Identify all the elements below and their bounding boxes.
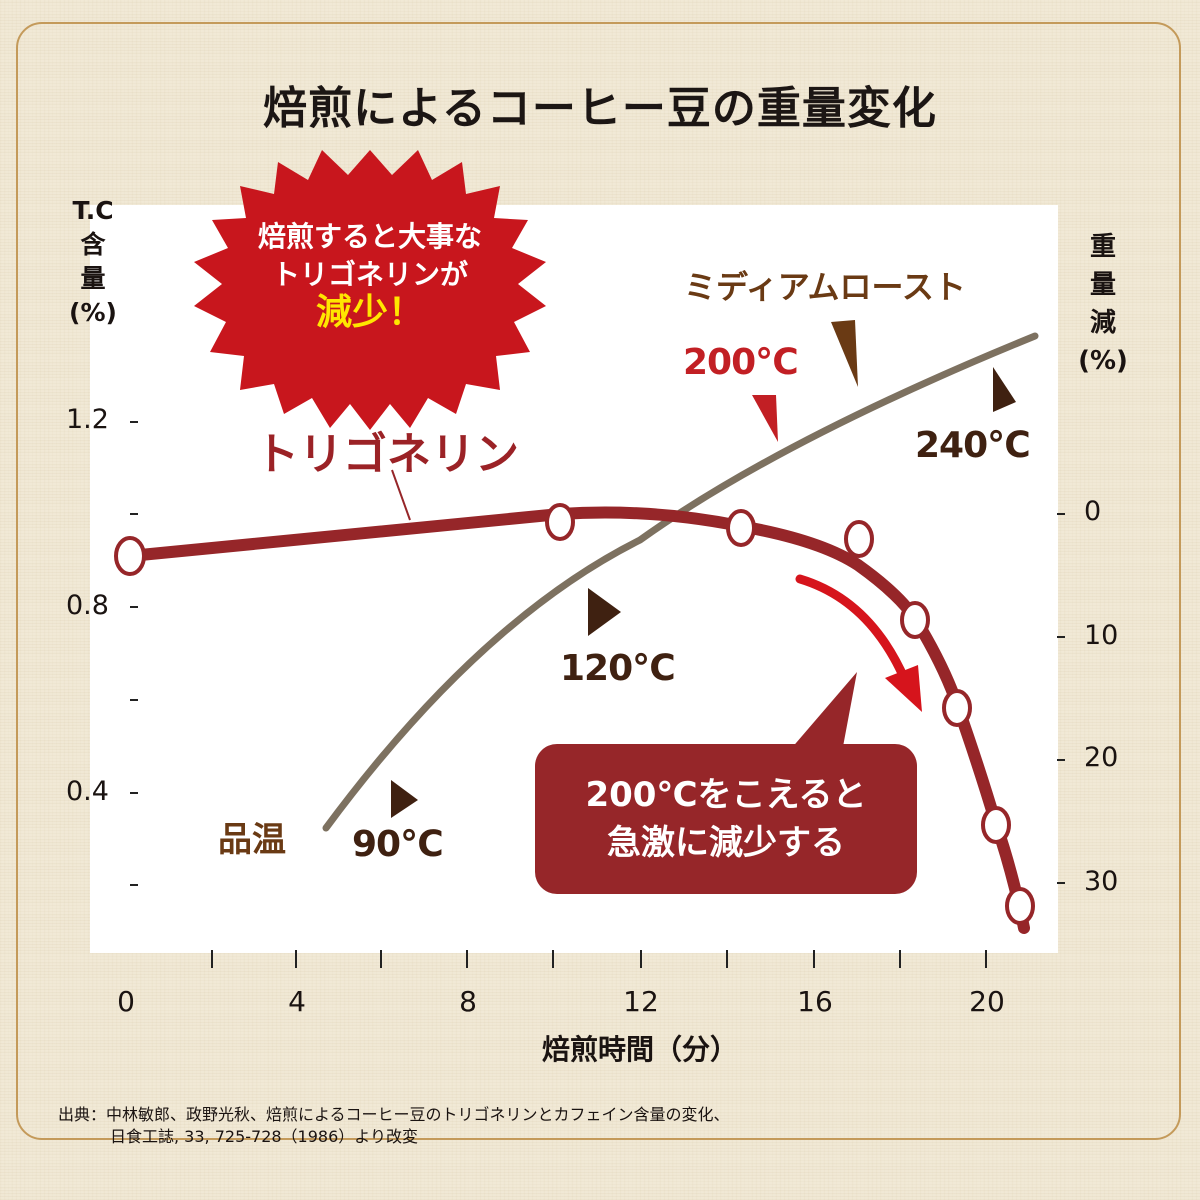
trend-arrow-head-icon	[885, 665, 922, 712]
left-tick-label: 0.8	[66, 590, 109, 621]
source-citation: 出典：中林敏郎、政野光秋、焙煎によるコーヒー豆のトリゴネリンとカフェイン含量の変…	[58, 1104, 730, 1148]
temp-120-label: 120℃	[560, 648, 676, 689]
pointer-90-icon	[391, 780, 418, 818]
callout-box: 200℃をこえると 急激に減少する	[535, 744, 917, 894]
source-line-2: 日食工誌, 33, 725-728（1986）より改変	[110, 1127, 418, 1146]
burst-star-shape	[194, 150, 546, 430]
right-tick-label: 20	[1084, 742, 1119, 773]
temp-200-label: 200℃	[683, 342, 799, 383]
outer-frame	[16, 22, 1181, 1140]
right-axis-ticks	[1057, 513, 1065, 884]
right-tick-label: 30	[1084, 866, 1119, 897]
x-tick-label: 16	[797, 985, 833, 1018]
callout-line-2: 急激に減少する	[607, 823, 845, 863]
left-axis-label: T.C 含 量 (%)	[69, 196, 117, 327]
data-point	[726, 509, 756, 547]
right-axis-label: 重 量 減 (%)	[1078, 232, 1128, 376]
pointer-120-icon	[588, 588, 621, 636]
weight-loss-line	[322, 332, 1039, 832]
x-tick-label: 4	[288, 985, 306, 1018]
x-axis-label: 焙煎時間（分）	[541, 1033, 738, 1066]
data-point	[114, 536, 146, 576]
trigonelline-series-label: トリゴネリン	[255, 429, 519, 480]
x-axis-ticks	[211, 950, 987, 968]
x-tick-label: 20	[969, 985, 1005, 1018]
burst-message: 焙煎すると大事な トリゴネリンが 減少！	[205, 218, 535, 332]
callout-pointer	[790, 672, 857, 752]
pointer-medium-roast-icon	[831, 320, 858, 387]
temp-90-label: 90℃	[352, 824, 444, 865]
pointer-240-icon	[993, 367, 1016, 412]
data-point	[900, 601, 930, 639]
left-axis-ticks	[130, 421, 138, 886]
pointer-200-icon	[752, 395, 778, 442]
data-point	[942, 689, 972, 727]
bean-temp-label: 品温	[218, 820, 286, 860]
callout-line-1: 200℃をこえると	[585, 775, 867, 815]
chart-title: 焙煎によるコーヒー豆の重量変化	[263, 83, 937, 134]
data-point	[844, 520, 874, 558]
series-label-leader	[391, 469, 411, 521]
trend-arrow	[795, 574, 910, 685]
x-tick-label: 8	[459, 985, 477, 1018]
data-point	[1005, 887, 1035, 925]
x-tick-label: 12	[623, 985, 659, 1018]
burst-line-1: 焙煎すると大事な	[257, 220, 482, 253]
trigonelline-markers	[114, 503, 1035, 925]
right-tick-label: 0	[1084, 496, 1102, 527]
right-tick-label: 10	[1084, 620, 1119, 651]
source-line-1: 出典：中林敏郎、政野光秋、焙煎によるコーヒー豆のトリゴネリンとカフェイン含量の変…	[58, 1105, 730, 1124]
medium-roast-label: ミディアムロースト	[684, 268, 966, 306]
left-tick-label: 0.4	[66, 776, 109, 807]
x-tick-label: 0	[117, 985, 135, 1018]
left-tick-label: 1.2	[66, 404, 109, 435]
data-point	[981, 806, 1011, 844]
temp-240-label: 240℃	[915, 425, 1031, 466]
data-point	[545, 503, 575, 541]
burst-line-2: トリゴネリンが	[271, 258, 468, 291]
burst-highlight: 減少！	[315, 292, 424, 333]
